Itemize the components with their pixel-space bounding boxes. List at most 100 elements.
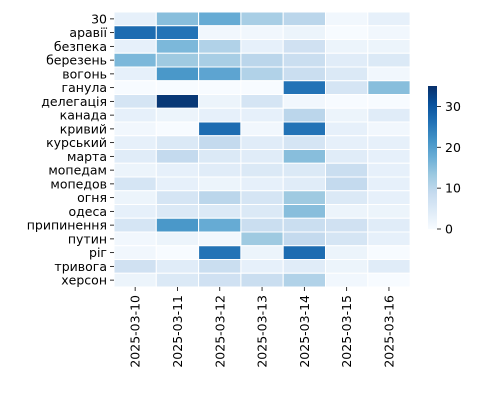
- heatmap-cell: [155, 66, 200, 82]
- heatmap-cell: [367, 11, 411, 27]
- colorbar-tick-label: 0: [445, 222, 453, 237]
- heatmap-cell: [367, 204, 411, 219]
- heatmap-cell: [367, 217, 411, 233]
- heatmap-cell: [198, 231, 242, 247]
- heatmap-cell: [325, 107, 369, 123]
- heatmap-cell: [325, 245, 369, 260]
- heatmap-cell: [240, 94, 284, 109]
- heatmap-cell: [325, 176, 369, 192]
- heatmap-cell: [325, 25, 369, 40]
- heatmap-cell: [240, 121, 284, 137]
- heatmap-cell: [155, 190, 200, 205]
- heatmap-cell: [240, 52, 284, 68]
- heatmap-cell: [198, 245, 242, 260]
- heatmap-cell: [155, 149, 200, 164]
- heatmap-cell: [240, 11, 284, 27]
- x-tick-label: 2025-03-14: [297, 295, 312, 368]
- x-tick-label: 2025-03-11: [170, 295, 185, 368]
- heatmap-cell: [155, 217, 200, 233]
- heatmap-cell: [113, 25, 157, 40]
- x-tick-labels: 2025-03-10 2025-03-11 2025-03-12 2025-03-13…: [128, 287, 396, 368]
- heatmap-cell: [325, 190, 369, 205]
- heatmap-cell: [282, 176, 327, 192]
- heatmap-cell: [113, 176, 157, 192]
- heatmap-cell: [240, 272, 284, 288]
- heatmap-cell: [198, 80, 242, 95]
- heatmap-cell: [155, 94, 200, 109]
- heatmap-cell: [325, 11, 369, 27]
- heatmap-cell: [198, 94, 242, 109]
- heatmap-cell: [113, 149, 157, 164]
- heatmap-cell: [155, 52, 200, 68]
- heatmap-cell: [367, 190, 411, 205]
- heatmap-cell: [198, 107, 242, 123]
- colorbar-tick-label: 10: [445, 181, 461, 196]
- y-tick-label: кривий: [60, 121, 107, 136]
- heatmap-cell: [113, 135, 157, 150]
- heatmap-cell: [155, 121, 200, 137]
- heatmap-cell: [198, 11, 242, 27]
- colorbar-tick-label: 30: [445, 99, 461, 114]
- y-tick-label: припинення: [27, 218, 107, 233]
- y-tick-label: тривога: [54, 259, 107, 274]
- y-tick-label: ганула: [62, 80, 107, 95]
- heatmap-cell: [198, 39, 242, 54]
- heatmap-cell: [240, 259, 284, 274]
- heatmap-cell: [367, 245, 411, 260]
- y-tick-label: огня: [77, 190, 107, 205]
- heatmap-cell: [155, 135, 200, 150]
- heatmap-cell: [113, 66, 157, 82]
- heatmap-cell: [325, 39, 369, 54]
- heatmap-cell: [240, 162, 284, 178]
- y-tick-label: вогонь: [62, 66, 107, 81]
- heatmap-cell: [155, 272, 200, 288]
- heatmap-cell: [198, 162, 242, 178]
- heatmap-cell: [240, 107, 284, 123]
- heatmap-cell: [282, 25, 327, 40]
- heatmap-cell: [367, 121, 411, 137]
- y-tick-label: марта: [67, 149, 107, 164]
- heatmap-cell: [113, 121, 157, 137]
- heatmap-cell: [198, 52, 242, 68]
- x-tick-label: 2025-03-16: [381, 295, 396, 368]
- heatmap-cell: [113, 272, 157, 288]
- heatmap-cell: [198, 272, 242, 288]
- heatmap-cell: [367, 135, 411, 150]
- y-tick-label: херсон: [61, 273, 107, 288]
- y-tick-label: канада: [60, 108, 107, 123]
- heatmap-cell: [282, 259, 327, 274]
- heatmap-cell: [282, 149, 327, 164]
- heatmap-cell: [240, 231, 284, 247]
- heatmap-cell: [240, 217, 284, 233]
- heatmap-cell: [367, 272, 411, 288]
- heatmap-cell: [198, 121, 242, 137]
- heatmap-cell: [155, 204, 200, 219]
- heatmap-cell: [367, 80, 411, 95]
- heatmap-cell: [325, 66, 369, 82]
- heatmap-cell: [282, 66, 327, 82]
- heatmap-cell: [240, 25, 284, 40]
- heatmap-cell: [367, 39, 411, 54]
- heatmap-cell: [240, 39, 284, 54]
- heatmap-cell: [155, 80, 200, 95]
- heatmap-cell: [155, 11, 200, 27]
- colorbar: 0 10 20 30: [428, 86, 461, 237]
- y-tick-label: делегація: [41, 94, 107, 109]
- heatmap-cell: [113, 52, 157, 68]
- heatmap-cell: [325, 162, 369, 178]
- heatmap-cell: [367, 231, 411, 247]
- heatmap-cell: [282, 121, 327, 137]
- heatmap-cell: [325, 259, 369, 274]
- heatmap-cell: [325, 52, 369, 68]
- heatmap-cell: [325, 204, 369, 219]
- heatmap-cell: [155, 176, 200, 192]
- heatmap-cell: [240, 66, 284, 82]
- heatmap-cell: [113, 217, 157, 233]
- heatmap-cell: [367, 25, 411, 40]
- y-tick-label: березень: [46, 53, 107, 68]
- heatmap-cell: [113, 107, 157, 123]
- y-tick-label: путин: [68, 231, 107, 246]
- heatmap-cell: [198, 25, 242, 40]
- heatmap-cell: [240, 149, 284, 164]
